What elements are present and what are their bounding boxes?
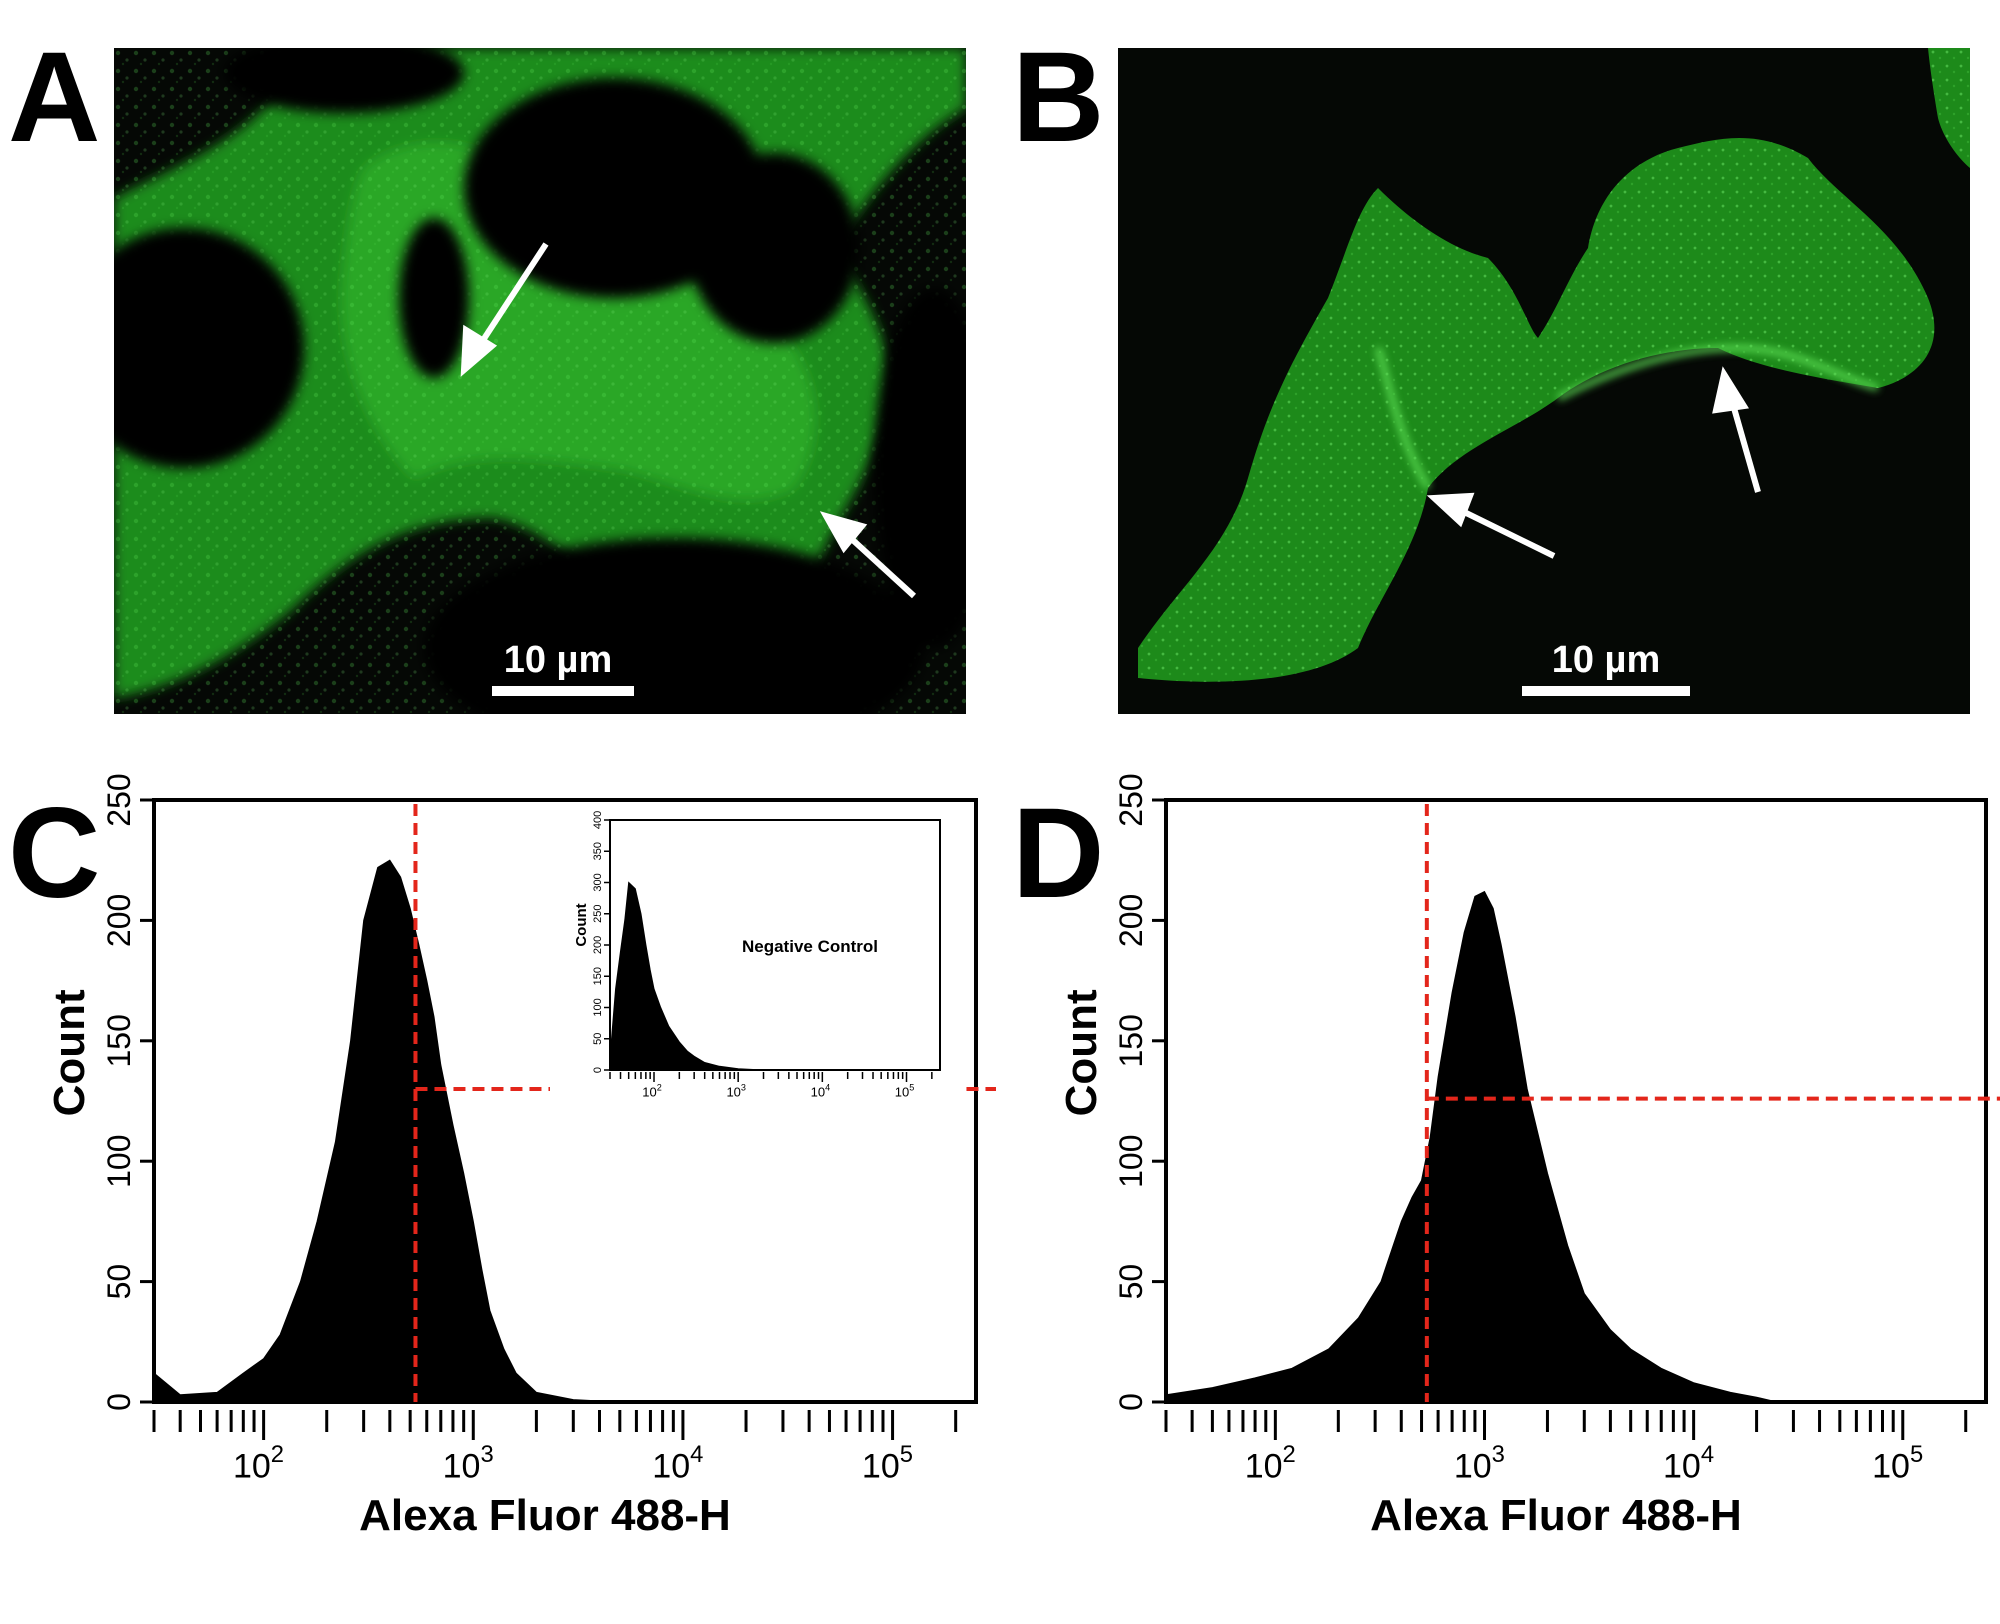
histogram-d: 0 50 100 150 200 250 102 103 104 105 Alexa Fluor 4… xyxy=(1000,760,2000,1560)
y-tick-label: 0 xyxy=(1113,1393,1149,1411)
plot-frame xyxy=(1164,798,1988,1404)
x-tick-label: 102 xyxy=(233,1441,284,1485)
y-tick-label: 50 xyxy=(592,1033,604,1045)
y-tick-label: 250 xyxy=(592,905,604,923)
y-tick-label: 300 xyxy=(592,873,604,891)
y-tick-label: 200 xyxy=(1113,894,1149,947)
scale-bar-b xyxy=(1522,686,1690,696)
x-tick-label: 105 xyxy=(862,1441,913,1485)
x-axis-title: Alexa Fluor 488-H xyxy=(359,1491,731,1540)
x-tick-label: 103 xyxy=(443,1441,494,1485)
y-tick-label: 200 xyxy=(592,936,604,954)
y-axis-title: Count xyxy=(1057,989,1106,1116)
histogram-c: 0 50 100 150 200 250 102 103 104 105 Alexa Fluor 4… xyxy=(0,760,1000,1560)
x-tick-label: 104 xyxy=(1663,1441,1714,1485)
x-tick-label: 103 xyxy=(1454,1441,1505,1485)
y-tick-label: 200 xyxy=(101,894,137,947)
y-tick-label: 250 xyxy=(101,773,137,826)
inset-label: Negative Control xyxy=(742,937,878,956)
y-tick-label: 150 xyxy=(1113,1014,1149,1067)
x-axis-title: Alexa Fluor 488-H xyxy=(1370,1491,1742,1540)
panel-label-c: C xyxy=(8,782,101,925)
scale-bar-label-b: 10 µm xyxy=(1552,639,1661,681)
y-tick-label: 250 xyxy=(1113,773,1149,826)
panel-label-b: B xyxy=(1012,26,1105,169)
y-tick-label: 50 xyxy=(1113,1264,1149,1300)
x-tick-label: 102 xyxy=(642,1082,662,1099)
x-tick-label: 105 xyxy=(1872,1441,1923,1485)
arrow-a-2 xyxy=(819,511,917,599)
y-tick-label: 350 xyxy=(592,842,604,860)
x-tick-label: 103 xyxy=(726,1082,746,1099)
x-tick-label: 104 xyxy=(652,1441,703,1485)
arrow-b-2 xyxy=(1712,366,1761,493)
y-tick-label: 100 xyxy=(592,998,604,1016)
x-tick-label: 104 xyxy=(811,1082,831,1099)
cell-bodies-b xyxy=(1138,48,1970,682)
histogram-area xyxy=(609,881,940,1071)
y-tick-label: 150 xyxy=(592,967,604,985)
micrograph-b: 10 µm xyxy=(1118,48,1970,714)
x-tick-label: 105 xyxy=(895,1082,915,1099)
plot-frame xyxy=(152,798,978,1404)
scale-bar-label-a: 10 µm xyxy=(504,639,613,681)
micrograph-a: 10 µm xyxy=(114,48,966,714)
y-tick-label: 400 xyxy=(592,811,604,829)
y-axis-title: Count xyxy=(573,903,590,946)
nucleus-dark-regions-a xyxy=(114,48,966,714)
y-tick-label: 0 xyxy=(592,1067,604,1073)
panel-label-a: A xyxy=(8,26,101,169)
y-tick-label: 0 xyxy=(101,1393,137,1411)
panel-label-d: D xyxy=(1012,782,1105,925)
x-tick-label: 102 xyxy=(1245,1441,1296,1485)
scale-bar-a xyxy=(492,686,634,696)
y-tick-label: 50 xyxy=(101,1264,137,1300)
histogram-area xyxy=(1165,890,1986,1403)
arrow-b-1 xyxy=(1426,492,1556,559)
y-tick-label: 100 xyxy=(1113,1135,1149,1188)
y-tick-label: 100 xyxy=(101,1135,137,1188)
y-axis-title: Count xyxy=(45,989,94,1116)
y-tick-label: 150 xyxy=(101,1014,137,1067)
arrow-a-1 xyxy=(460,242,549,377)
